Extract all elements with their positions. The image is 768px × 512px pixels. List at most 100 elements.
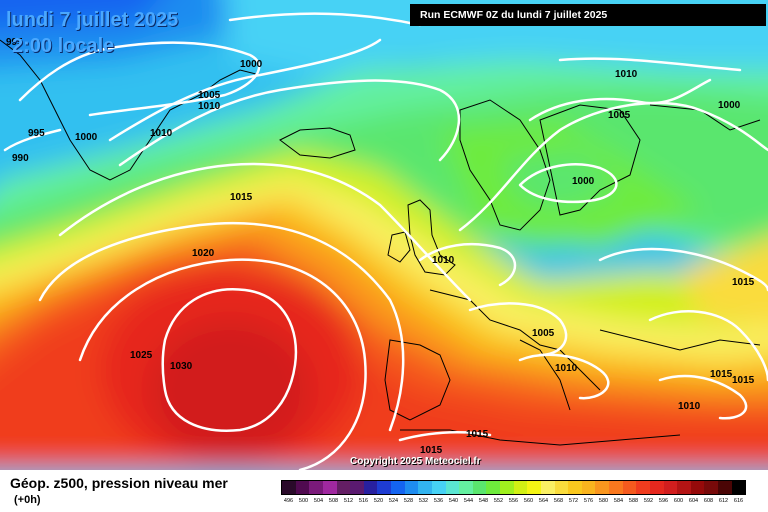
legend-swatch (486, 481, 500, 494)
run-info-banner: Run ECMWF 0Z du lundi 7 juillet 2025 (410, 4, 766, 26)
legend-tick: 604 (688, 498, 699, 504)
isobar-label: 1020 (192, 248, 215, 259)
isobar-label: 995 (28, 128, 45, 139)
legend-swatch (718, 481, 732, 494)
legend-swatch (391, 481, 405, 494)
isobar-label: 1010 (432, 255, 455, 266)
isobar-label: 1000 (718, 100, 741, 111)
legend-swatch (472, 481, 487, 494)
legend-tick: 568 (553, 498, 564, 504)
color-scale-legend: 496 500 504 508 512 516 520 524 528 532 536 540 544 5… (281, 480, 746, 512)
forecast-hour-label: (+0h) (14, 494, 41, 506)
legend-tick-labels: 496 500 504 508 512 516 520 524 528 532 536 540 544 5… (281, 498, 746, 504)
isobar-label: 1010 (678, 401, 701, 412)
legend-tick: 520 (373, 498, 384, 504)
isobar-label: 1010 (615, 69, 638, 80)
map-variable-title: Géop. z500, pression niveau mer (10, 475, 228, 491)
legend-swatch (418, 481, 432, 494)
legend-swatch (309, 481, 323, 494)
legend-swatch (363, 481, 378, 494)
isobar-label: 1030 (170, 361, 193, 372)
legend-tick: 532 (418, 498, 429, 504)
legend-swatch (527, 481, 541, 494)
legend-swatch (731, 481, 746, 494)
legend-tick: 588 (628, 498, 639, 504)
legend-swatch (540, 481, 555, 494)
map-time-title: 2:00 locale (12, 35, 115, 57)
legend-tick: 560 (523, 498, 534, 504)
legend-tick: 524 (388, 498, 399, 504)
legend-swatch (336, 481, 351, 494)
legend-tick: 584 (613, 498, 624, 504)
isobars (3, 12, 768, 470)
legend-tick: 504 (313, 498, 324, 504)
isobar-label: 995 (6, 37, 23, 48)
legend-tick: 548 (478, 498, 489, 504)
legend-tick: 512 (343, 498, 354, 504)
isobar-label: 1000 (240, 59, 263, 70)
legend-swatch (513, 481, 528, 494)
legend-swatch (649, 481, 664, 494)
legend-swatch (431, 481, 446, 494)
legend-tick: 500 (298, 498, 309, 504)
isobar-label: 1015 (710, 369, 733, 380)
isobar-label: 1015 (732, 375, 755, 386)
legend-tick: 564 (538, 498, 549, 504)
legend-tick: 596 (658, 498, 669, 504)
legend-tick: 552 (493, 498, 504, 504)
legend-swatch (663, 481, 678, 494)
legend-swatch (322, 481, 337, 494)
legend-swatch (704, 481, 718, 494)
legend-swatches (281, 480, 746, 495)
legend-swatch (377, 481, 391, 494)
legend-swatch (677, 481, 691, 494)
coastlines (0, 39, 761, 446)
isobar-label: 1025 (130, 350, 153, 361)
legend-swatch (568, 481, 582, 494)
legend-tick: 600 (673, 498, 684, 504)
geopotential-field (0, 0, 768, 470)
legend-swatch (690, 481, 705, 494)
isobar-label: 1000 (75, 132, 98, 143)
legend-swatch (581, 481, 596, 494)
isobar-label: 1005 (532, 328, 555, 339)
legend-tick: 544 (463, 498, 474, 504)
legend-swatch (554, 481, 569, 494)
legend-tick: 496 (283, 498, 294, 504)
isobar-label: 1010 (198, 101, 221, 112)
legend-tick: 572 (568, 498, 579, 504)
weather-map: 995 990 995 1000 1000 1005 1010 1010 101… (0, 0, 768, 470)
isobar-label: 1000 (572, 176, 595, 187)
legend-swatch (500, 481, 514, 494)
legend-tick: 516 (358, 498, 369, 504)
legend-swatch (459, 481, 473, 494)
legend-swatch (295, 481, 310, 494)
isobar-label: 1010 (150, 128, 173, 139)
legend-swatch (282, 481, 296, 494)
legend-tick: 536 (433, 498, 444, 504)
map-date-title: lundi 7 juillet 2025 (6, 9, 179, 31)
isobar-label: 990 (12, 153, 29, 164)
legend-tick: 592 (643, 498, 654, 504)
legend-swatch (609, 481, 623, 494)
legend-swatch (622, 481, 637, 494)
legend-swatch (445, 481, 460, 494)
legend-tick: 540 (448, 498, 459, 504)
isobar-label: 1005 (608, 110, 631, 121)
legend-tick: 580 (598, 498, 609, 504)
legend-swatch (636, 481, 650, 494)
isobar-label: 1015 (420, 445, 443, 456)
isobar-label: 1015 (230, 192, 253, 203)
legend-swatch (595, 481, 609, 494)
legend-tick: 528 (403, 498, 414, 504)
legend-tick: 556 (508, 498, 519, 504)
isobar-labels: 995 990 995 1000 1000 1005 1010 1010 101… (6, 37, 755, 456)
isobar-label: 1015 (732, 277, 755, 288)
legend-tick: 508 (328, 498, 339, 504)
legend-tick: 616 (733, 498, 744, 504)
legend-tick: 612 (718, 498, 729, 504)
copyright-notice: Copyright 2025 Meteociel.fr (350, 456, 481, 467)
legend-swatch (350, 481, 364, 494)
legend-tick: 608 (703, 498, 714, 504)
isobar-label: 1005 (198, 90, 221, 101)
